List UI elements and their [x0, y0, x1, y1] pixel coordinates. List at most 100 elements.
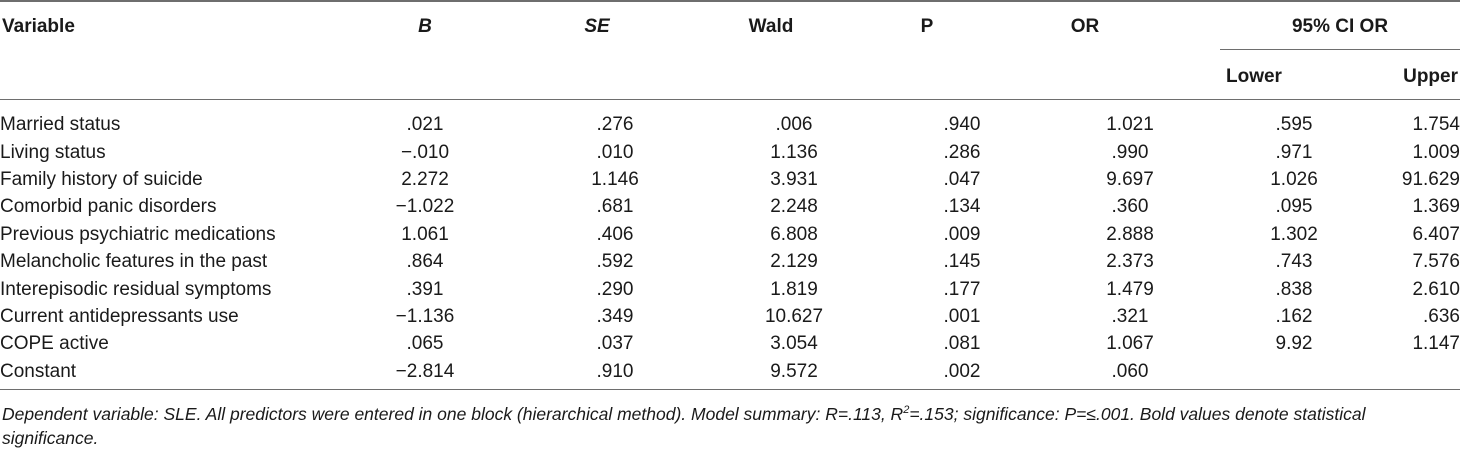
- cell-variable: COPE active: [0, 333, 109, 355]
- table-row: Constant −2.814 .910 9.572 .002 .060: [0, 358, 1460, 385]
- cell-variable: Melancholic features in the past: [0, 251, 268, 273]
- cell-ci-lower: .743: [1275, 251, 1313, 273]
- cell-b: 2.272: [401, 168, 449, 190]
- cell-se: .010: [596, 141, 634, 163]
- cell-ci-lower: .838: [1275, 278, 1313, 300]
- cell-variable: Interepisodic residual symptoms: [0, 278, 272, 300]
- cell-ci-upper: .636: [1423, 305, 1460, 327]
- cell-ci-lower: .162: [1275, 305, 1313, 327]
- table-row: COPE active .065 .037 3.054 .081 1.067 9.92 1.1…: [0, 330, 1460, 357]
- cell-p: .047: [943, 168, 981, 190]
- cell-se: .406: [596, 223, 634, 245]
- cell-ci-lower: .595: [1275, 114, 1313, 136]
- cell-b: .021: [406, 114, 444, 136]
- cell-ci-lower: 9.92: [1275, 333, 1313, 355]
- cell-variable: Comorbid panic disorders: [0, 196, 217, 218]
- cell-se: .276: [596, 114, 634, 136]
- cell-ci-upper: 2.610: [1412, 278, 1460, 300]
- cell-wald: 1.819: [770, 278, 818, 300]
- cell-p: .001: [943, 305, 981, 327]
- cell-wald: 3.054: [770, 333, 818, 355]
- cell-ci-lower: 1.026: [1270, 168, 1318, 190]
- cell-se: .037: [596, 333, 634, 355]
- cell-se: .290: [596, 278, 634, 300]
- header-ci: 95% CI OR: [1291, 16, 1389, 37]
- cell-b: −1.022: [395, 196, 455, 218]
- cell-b: .864: [406, 251, 444, 273]
- cell-se: .592: [596, 251, 634, 273]
- cell-b: −2.814: [395, 360, 455, 382]
- cell-or: 1.067: [1106, 333, 1154, 355]
- cell-ci-upper: 1.369: [1412, 196, 1460, 218]
- cell-p: .009: [943, 223, 981, 245]
- cell-ci-upper: 6.407: [1412, 223, 1460, 245]
- table-row: Comorbid panic disorders −1.022 .681 2.248.…: [0, 193, 1460, 220]
- table-row: Melancholic features in the past .864 .592…: [0, 248, 1460, 275]
- cell-ci-lower: [1214, 358, 1374, 385]
- cell-wald: 3.931: [770, 168, 818, 190]
- table-row: Family history of suicide 2.272 1.146 3.931…: [0, 166, 1460, 193]
- cell-or: 9.697: [1106, 168, 1154, 190]
- cell-wald: 1.136: [770, 141, 818, 163]
- cell-ci-upper: 7.576: [1412, 251, 1460, 273]
- cell-variable: Living status: [0, 141, 106, 163]
- header-variable: Variable: [2, 16, 75, 37]
- cell-p: .940: [943, 114, 981, 136]
- cell-variable: Previous psychiatric medications: [0, 223, 276, 245]
- cell-variable: Family history of suicide: [0, 168, 203, 190]
- header-wald: Wald: [748, 16, 794, 37]
- cell-se: .681: [596, 196, 634, 218]
- table-row: Interepisodic residual symptoms .391 .290 1…: [0, 275, 1460, 302]
- cell-p: .145: [943, 251, 981, 273]
- cell-p: .177: [943, 278, 981, 300]
- cell-or: .360: [1111, 196, 1149, 218]
- table-row: Previous psychiatric medications 1.061 .40…: [0, 221, 1460, 248]
- cell-b: 1.061: [401, 223, 449, 245]
- cell-wald: 2.248: [770, 196, 818, 218]
- cell-ci-lower: .971: [1275, 141, 1313, 163]
- ci-subheader-rule: [1220, 49, 1460, 50]
- cell-variable: Married status: [0, 114, 121, 136]
- table-bottom-rule: [0, 389, 1460, 390]
- cell-wald: 6.808: [770, 223, 818, 245]
- table-top-rule: [0, 0, 1460, 2]
- cell-ci-upper: 1.009: [1412, 141, 1460, 163]
- cell-wald: 10.627: [764, 305, 824, 327]
- table-row: Married status .021 .276 .006 .940 1.021 .595 1…: [0, 111, 1460, 138]
- cell-p: .081: [943, 333, 981, 355]
- cell-ci-upper: 1.754: [1412, 114, 1460, 136]
- header-bottom-rule: [0, 99, 1460, 100]
- cell-ci-upper: [1374, 358, 1460, 385]
- footnote-part1: Dependent variable: SLE. All predictors …: [2, 404, 904, 424]
- cell-ci-lower: 1.302: [1270, 223, 1318, 245]
- table-row: Current antidepressants use −1.136 .349 10.…: [0, 303, 1460, 330]
- table-row: Living status −.010 .010 1.136 .286 .990 .971 1…: [0, 138, 1460, 165]
- cell-wald: .006: [775, 114, 813, 136]
- cell-or: 1.479: [1106, 278, 1154, 300]
- footnote-part2: =.153; significance: P=≤.001. Bold value…: [2, 404, 1366, 448]
- header-upper: Upper: [1403, 66, 1458, 87]
- cell-b: −.010: [400, 141, 450, 163]
- cell-se: .349: [596, 305, 634, 327]
- cell-ci-upper: 1.147: [1412, 333, 1460, 355]
- cell-wald: 9.572: [770, 360, 818, 382]
- cell-b: −1.136: [395, 305, 455, 327]
- cell-or: 2.373: [1106, 251, 1154, 273]
- cell-or: .060: [1111, 360, 1149, 382]
- cell-p: .134: [943, 196, 981, 218]
- cell-p: .002: [943, 360, 981, 382]
- cell-b: .391: [406, 278, 444, 300]
- header-se: SE: [584, 16, 610, 37]
- cell-ci-lower: .095: [1275, 196, 1313, 218]
- cell-ci-upper: 91.629: [1401, 168, 1460, 190]
- cell-se: .910: [596, 360, 634, 382]
- cell-or: .321: [1111, 305, 1149, 327]
- cell-or: 2.888: [1106, 223, 1154, 245]
- cell-se: 1.146: [591, 168, 639, 190]
- footnote-superscript: 2: [903, 404, 910, 417]
- cell-wald: 2.129: [770, 251, 818, 273]
- header-or: OR: [1070, 16, 1100, 37]
- cell-b: .065: [406, 333, 444, 355]
- cell-p: .286: [943, 141, 981, 163]
